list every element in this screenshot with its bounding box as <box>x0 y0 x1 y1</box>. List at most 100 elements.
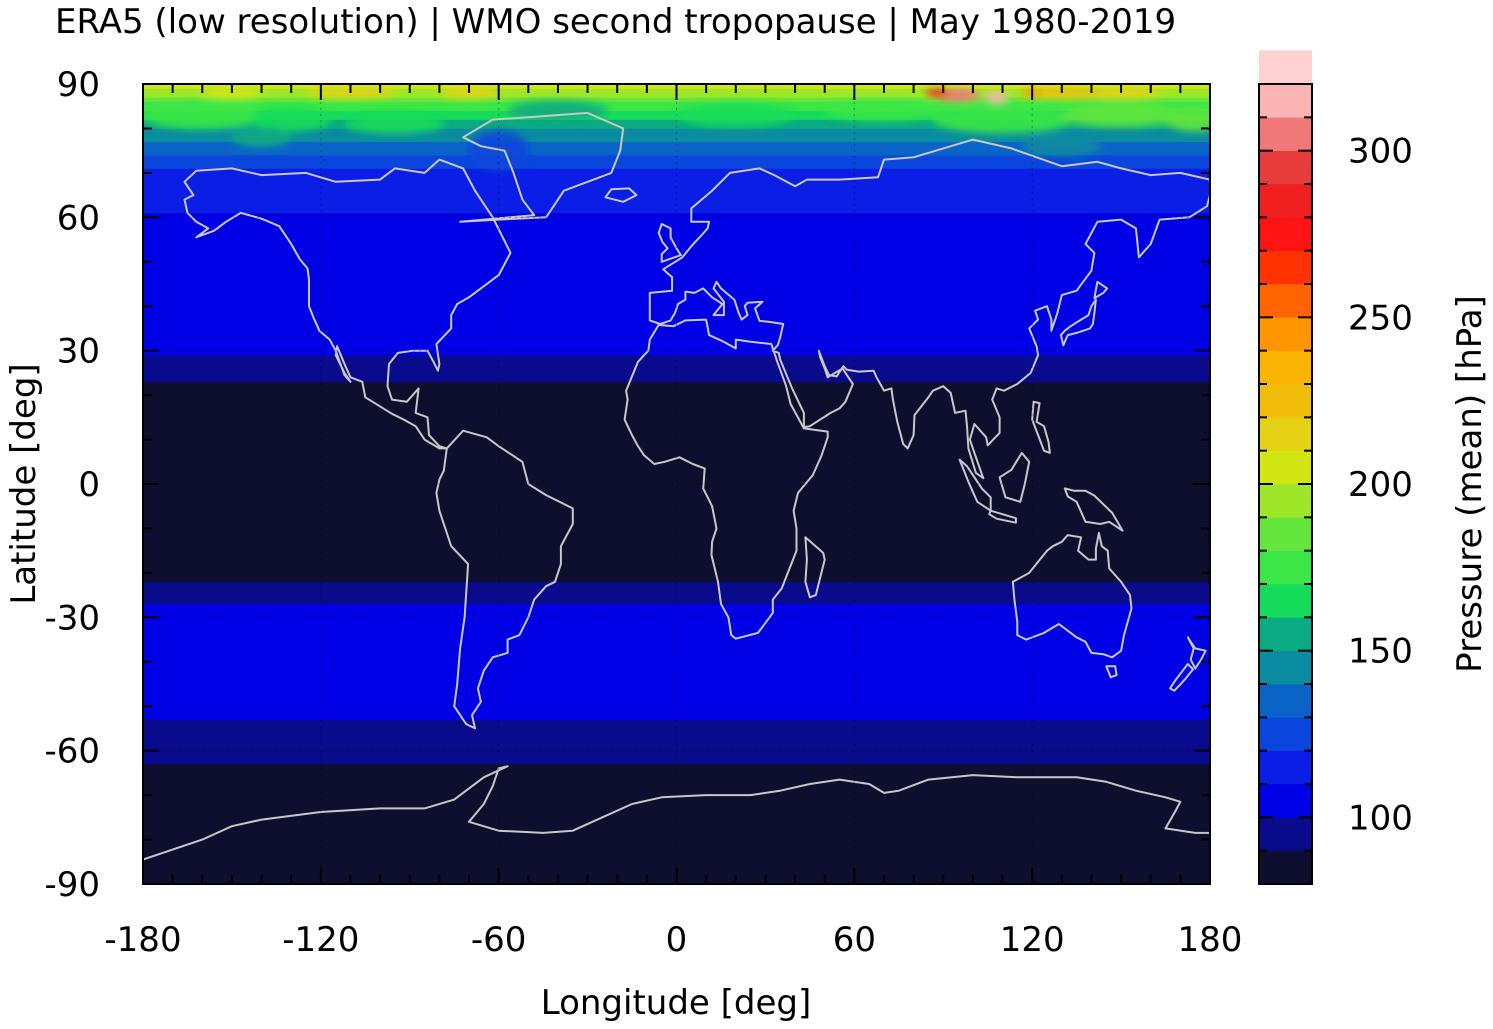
colorbar-swatch <box>1259 250 1312 285</box>
pressure-band <box>143 212 1210 218</box>
colorbar-swatch <box>1259 783 1312 818</box>
pressure-band <box>143 670 1210 676</box>
coastline-borneo <box>998 451 1031 503</box>
colorbar-swatch <box>1259 650 1312 685</box>
pressure-band <box>143 283 1210 289</box>
coastline-philippines <box>1031 400 1051 454</box>
pressure-band <box>143 372 1210 378</box>
pressure-band <box>143 581 1210 587</box>
pressure-band <box>143 701 1210 707</box>
pressure-band <box>143 203 1210 209</box>
y-ticks: -90 -60 -30 0 30 60 90 <box>44 65 1210 905</box>
pressure-bands <box>143 84 1210 884</box>
pressure-band <box>143 728 1210 734</box>
pressure-band <box>143 621 1210 627</box>
pressure-band <box>143 190 1210 196</box>
pressure-band <box>143 474 1210 480</box>
coastline-new-guinea <box>1063 487 1124 532</box>
pressure-band <box>143 714 1210 720</box>
x-ticks: -180 -120 -60 0 60 120 180 <box>104 84 1242 960</box>
pressure-anomaly <box>1021 136 1102 157</box>
coastline-antarctica <box>143 765 1210 884</box>
pressure-band <box>143 705 1210 711</box>
pressure-band <box>143 572 1210 578</box>
pressure-band <box>143 243 1210 249</box>
pressure-band <box>143 519 1210 525</box>
colorbar-tick-label: 250 <box>1348 298 1413 338</box>
pressure-band <box>143 114 1210 120</box>
x-tick-label: -60 <box>471 920 527 960</box>
pressure-band <box>143 528 1210 534</box>
y-tick-label: -60 <box>44 732 100 772</box>
pressure-band <box>143 439 1210 445</box>
pressure-band <box>143 194 1210 200</box>
pressure-band <box>143 568 1210 574</box>
pressure-band <box>143 470 1210 476</box>
pressure-band <box>143 279 1210 285</box>
pressure-band <box>143 825 1210 831</box>
y-axis-label: Latitude [deg] <box>4 363 44 604</box>
pressure-band <box>143 328 1210 334</box>
pressure-band <box>143 639 1210 645</box>
pressure-band <box>143 763 1210 769</box>
pressure-band <box>143 403 1210 409</box>
pressure-band <box>143 301 1210 307</box>
colorbar-swatch <box>1259 817 1312 851</box>
colorbar-tick-label: 300 <box>1348 132 1413 172</box>
pressure-band <box>143 617 1210 623</box>
pressure-band <box>143 790 1210 796</box>
coastline-south-america <box>435 429 574 730</box>
pressure-band <box>143 723 1210 729</box>
colorbar-tick-label: 100 <box>1348 798 1413 838</box>
pressure-band <box>143 861 1210 867</box>
colorbar-label: Pressure (mean) [hPa] <box>1450 295 1490 673</box>
pressure-anomaly <box>1061 103 1182 128</box>
pressure-band <box>143 843 1210 849</box>
colorbar-ticks: 100 150 200 250 300 <box>1259 83 1413 885</box>
pressure-band <box>143 759 1210 765</box>
pressure-anomaly <box>507 100 608 121</box>
coastline-great-britain <box>657 223 682 263</box>
pressure-anomaly <box>1165 107 1210 132</box>
pressure-anomaly <box>143 101 263 130</box>
pressure-band <box>143 585 1210 591</box>
pressure-band <box>143 643 1210 649</box>
x-tick-label: 0 <box>666 920 688 960</box>
pressure-band <box>143 185 1210 191</box>
pressure-band <box>143 625 1210 631</box>
pressure-band <box>143 785 1210 791</box>
pressure-band <box>143 550 1210 556</box>
coastline-north-america <box>183 158 512 450</box>
pressure-band <box>143 808 1210 814</box>
x-tick-label: -180 <box>104 920 181 960</box>
pressure-anomaly <box>344 114 445 134</box>
pressure-band <box>143 350 1210 356</box>
pressure-band <box>143 488 1210 494</box>
coastline-eurasia <box>648 138 1210 480</box>
pressure-band <box>143 710 1210 716</box>
pressure-band <box>143 577 1210 583</box>
pressure-band <box>143 225 1210 231</box>
pressure-band <box>143 648 1210 654</box>
coastline-iceland <box>604 187 638 203</box>
pressure-band <box>143 741 1210 747</box>
x-axis-label: Longitude [deg] <box>541 983 812 1023</box>
colorbar-swatch <box>1259 683 1312 718</box>
pressure-band <box>143 514 1210 520</box>
pressure-band <box>143 101 1210 107</box>
y-tick-label: 0 <box>78 465 100 505</box>
pressure-band <box>143 230 1210 236</box>
pressure-band <box>143 688 1210 694</box>
pressure-band <box>143 408 1210 414</box>
pressure-band <box>143 821 1210 827</box>
pressure-band <box>143 368 1210 374</box>
pressure-band <box>143 732 1210 738</box>
pressure-band <box>143 119 1210 125</box>
pressure-band <box>143 777 1210 783</box>
pressure-band <box>143 594 1210 600</box>
colorbar-swatch <box>1259 417 1312 451</box>
colorbar-swatch <box>1259 450 1312 485</box>
pressure-band <box>143 665 1210 671</box>
pressure-band <box>143 248 1210 254</box>
